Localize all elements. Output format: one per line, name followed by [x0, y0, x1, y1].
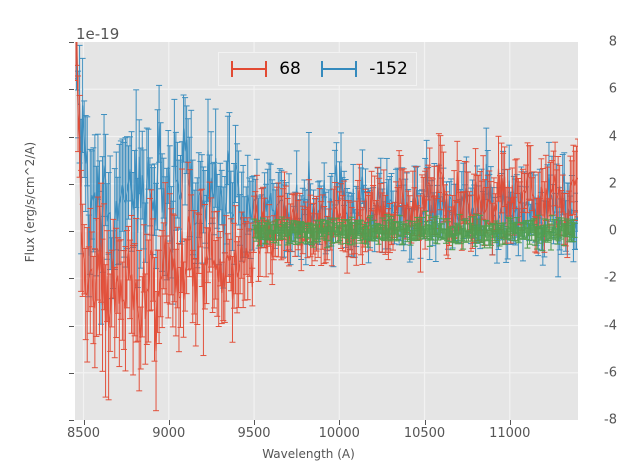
- plot-axes-area: [75, 42, 578, 420]
- y-tick-mark: [69, 136, 74, 138]
- x-tick-mark: [339, 420, 341, 425]
- y-tick-mark: [69, 325, 74, 327]
- legend-label-1: -152: [369, 59, 408, 79]
- x-tick-mark: [168, 420, 170, 425]
- x-tick-label: 10000: [318, 426, 360, 441]
- y-tick-label: 0: [608, 223, 617, 239]
- y-tick-mark: [69, 42, 74, 43]
- y-tick-mark: [69, 372, 74, 374]
- plot-canvas: [75, 42, 578, 420]
- y-tick-label: 8: [608, 34, 617, 50]
- legend-label-0: 68: [279, 59, 301, 79]
- legend-entry-1[interactable]: -152: [317, 58, 408, 80]
- x-tick-label: 11000: [489, 426, 531, 441]
- legend-errorbar-icon-0: [231, 61, 268, 77]
- x-tick-label: 8500: [66, 426, 101, 441]
- x-tick-label: 10500: [403, 426, 446, 441]
- y-tick-mark: [69, 420, 74, 421]
- x-tick-label: 9500: [237, 426, 271, 441]
- y-tick-label: -2: [604, 270, 617, 286]
- x-tick-mark: [509, 420, 511, 425]
- y-tick-label: 2: [608, 176, 617, 192]
- y-axis-label: Flux (erg/s/cm^2/A): [23, 141, 37, 263]
- y-tick-label: -4: [604, 318, 617, 333]
- x-tick-mark: [254, 420, 256, 425]
- legend[interactable]: 68 -152: [218, 52, 417, 86]
- y-tick-mark: [69, 183, 74, 185]
- y-axis-offset-text: 1e-19: [76, 25, 120, 43]
- legend-entry-0[interactable]: 68: [227, 58, 301, 80]
- x-tick-mark: [424, 420, 426, 425]
- y-tick-label: -6: [604, 365, 617, 381]
- y-tick-mark: [69, 278, 74, 280]
- y-tick-label: 4: [608, 129, 617, 144]
- x-tick-label: 9000: [152, 426, 186, 441]
- x-axis-label: Wavelength (A): [262, 447, 355, 461]
- y-tick-mark: [69, 89, 74, 91]
- x-tick-mark: [83, 420, 85, 425]
- y-tick-label: 6: [608, 81, 617, 97]
- y-tick-label: -8: [604, 412, 617, 428]
- data-series-residual-band: [251, 210, 578, 252]
- y-tick-mark: [69, 231, 74, 232]
- legend-errorbar-icon-1: [321, 61, 358, 77]
